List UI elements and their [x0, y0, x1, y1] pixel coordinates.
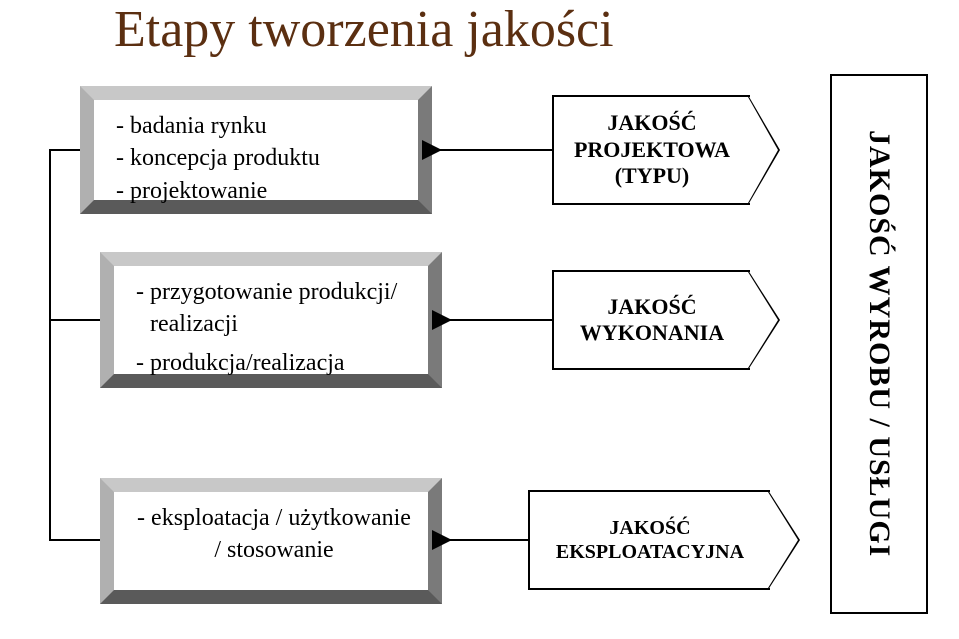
quality-flag-project-line: JAKOŚĆ — [574, 110, 730, 136]
stage-box-1: - badania rynku - koncepcja produktu - p… — [80, 86, 432, 214]
quality-flag-exploitation-line: JAKOŚĆ — [556, 516, 744, 540]
stage-box-3-line: - eksploatacja / użytkowanie — [136, 502, 412, 534]
quality-flag-project-line: (TYPU) — [574, 163, 730, 189]
stage-box-2-line: - przygotowanie produkcji/ — [136, 276, 412, 308]
page-title: Etapy tworzenia jakości — [114, 0, 614, 59]
stage-box-2-line: - produkcja/realizacja — [136, 347, 412, 379]
quality-flag-project-line: PROJEKTOWA — [574, 137, 730, 163]
stage-box-1-line: - badania rynku — [116, 110, 402, 142]
quality-flag-execution-line: WYKONANIA — [580, 320, 724, 346]
stage-box-2: - przygotowanie produkcji/ realizacji - … — [100, 252, 442, 388]
quality-flag-execution: JAKOŚĆ WYKONANIA — [552, 270, 780, 370]
stage-box-3: - eksploatacja / użytkowanie / stosowani… — [100, 478, 442, 604]
stage-box-1-line: - koncepcja produktu — [116, 142, 402, 174]
stage-box-1-line: - projektowanie — [116, 175, 402, 207]
stage-box-3-line: / stosowanie — [136, 534, 412, 566]
stage-box-2-line: realizacji — [136, 308, 412, 340]
quality-flag-execution-line: JAKOŚĆ — [580, 294, 724, 320]
quality-flag-exploitation: JAKOŚĆ EKSPLOATACYJNA — [528, 490, 800, 590]
diagram-stage: Etapy tworzenia jakości - badania rynku … — [0, 0, 959, 639]
overall-quality-box: JAKOŚĆ WYROBU / USŁUGI — [830, 74, 928, 614]
quality-flag-exploitation-line: EKSPLOATACYJNA — [556, 540, 744, 564]
quality-flag-project: JAKOŚĆ PROJEKTOWA (TYPU) — [552, 95, 780, 205]
overall-quality-label: JAKOŚĆ WYROBU / USŁUGI — [862, 130, 896, 557]
